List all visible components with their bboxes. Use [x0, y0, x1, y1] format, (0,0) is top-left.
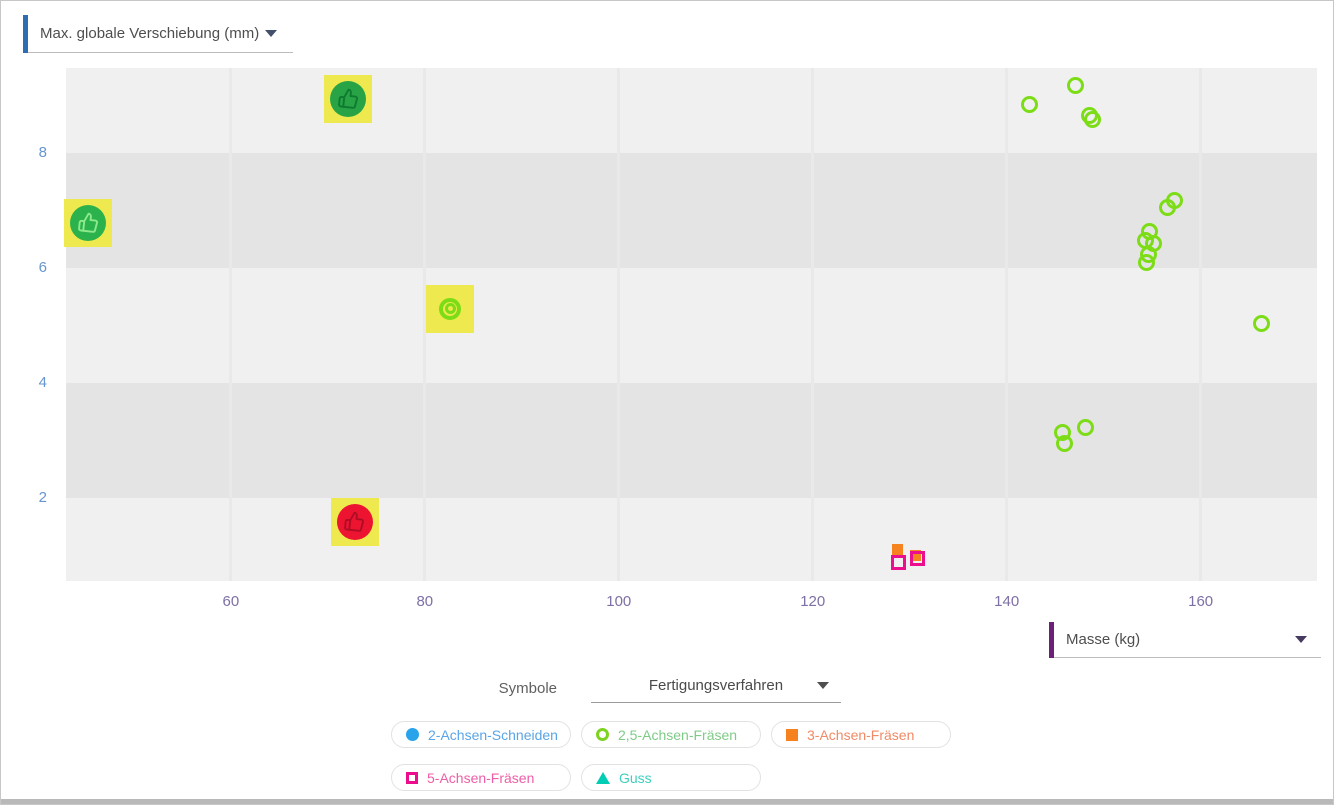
legend-item[interactable]: 5-Achsen-Fräsen	[391, 764, 571, 791]
data-point-circle[interactable]	[1076, 419, 1094, 437]
data-point-open-square[interactable]	[890, 554, 906, 570]
thumbs-up-icon	[77, 212, 98, 233]
x-tick-label: 100	[606, 593, 632, 610]
gridline	[229, 68, 233, 581]
data-point-square[interactable]	[910, 549, 922, 561]
legend-item-label: 5-Achsen-Fräsen	[427, 769, 535, 786]
y-tick-label: 6	[38, 258, 47, 276]
y-tick-label: 2	[38, 488, 47, 506]
legend-item-label: 2,5-Achsen-Fräsen	[618, 726, 738, 743]
plot-band	[66, 497, 1317, 581]
chevron-down-icon	[1295, 636, 1307, 643]
thumbs-up-marker[interactable]	[70, 205, 107, 242]
thumbs-up-icon	[344, 511, 365, 532]
x-tick-label: 120	[800, 593, 826, 610]
thumbs-up-marker[interactable]	[336, 503, 373, 540]
legend-item-label: 3-Achsen-Fräsen	[807, 726, 915, 743]
x-tick-label: 140	[994, 593, 1020, 610]
x-tick-label: 160	[1188, 593, 1214, 610]
triangle-filled-icon	[596, 771, 610, 784]
horizontal-scrollbar[interactable]	[1, 799, 1333, 804]
plot-band	[66, 153, 1317, 268]
legend-item-label: Guss	[619, 769, 652, 786]
gridline	[1199, 68, 1203, 581]
y-tick-label: 8	[38, 144, 47, 162]
x-axis-selector-value: Masse (kg)	[1066, 631, 1141, 648]
circle-filled-icon	[406, 728, 419, 741]
legend-item[interactable]: Guss	[581, 764, 761, 791]
legend-item[interactable]: 3-Achsen-Fräsen	[771, 721, 951, 748]
circle-open-icon	[596, 728, 609, 741]
y-tick-label: 4	[38, 373, 47, 391]
gridline	[1005, 68, 1009, 581]
legend-item-label: 2-Achsen-Schneiden	[428, 726, 558, 743]
plot-band	[66, 382, 1317, 498]
data-point-circle[interactable]	[444, 303, 456, 315]
plot-band	[66, 267, 1317, 383]
data-point-square[interactable]	[891, 543, 903, 555]
data-point-circle[interactable]	[1067, 77, 1085, 95]
data-point-circle[interactable]	[1021, 95, 1039, 113]
x-axis-selector[interactable]: Masse (kg)	[1049, 622, 1321, 659]
legend-item[interactable]: 2,5-Achsen-Fräsen	[581, 721, 761, 748]
data-point-open-square[interactable]	[909, 551, 925, 567]
x-axis-accent-bar	[1049, 622, 1054, 659]
symbols-selector-value: Fertigungsverfahren	[648, 677, 784, 694]
square-open-icon	[406, 771, 418, 784]
data-point-circle[interactable]	[439, 297, 462, 320]
legend: 2-Achsen-Schneiden 2,5-Achsen-Fräsen 3-Ach…	[391, 721, 951, 791]
symbols-label: Symbole	[498, 680, 557, 697]
thumbs-up-icon	[337, 88, 358, 109]
y-axis-accent-bar	[23, 15, 28, 54]
legend-row: 2-Achsen-Schneiden 2,5-Achsen-Fräsen 3-Ach…	[391, 721, 951, 748]
chevron-down-icon	[817, 682, 829, 689]
x-tick-label: 60	[222, 593, 240, 610]
thumbs-up-marker[interactable]	[330, 81, 367, 118]
gridline	[423, 68, 427, 581]
x-tick-label: 80	[416, 593, 434, 610]
data-point-circle[interactable]	[1165, 191, 1183, 209]
plot-band	[66, 68, 1317, 154]
y-axis-selector[interactable]: Max. globale Verschiebung (mm)	[23, 15, 293, 54]
data-point-circle[interactable]	[1084, 110, 1102, 128]
legend-row: 5-Achsen-Fräsen Guss	[391, 764, 951, 791]
gridline	[617, 68, 621, 581]
data-point-circle[interactable]	[1253, 314, 1271, 332]
legend-item[interactable]: 2-Achsen-Schneiden	[391, 721, 571, 748]
data-point-circle[interactable]	[1137, 254, 1155, 272]
gridline	[811, 68, 815, 581]
square-filled-icon	[786, 728, 798, 741]
chevron-down-icon	[265, 30, 277, 37]
y-axis-selector-value: Max. globale Verschiebung (mm)	[40, 25, 260, 42]
symbols-selector[interactable]: Fertigungsverfahren	[591, 669, 841, 703]
data-point-circle[interactable]	[1056, 435, 1074, 453]
